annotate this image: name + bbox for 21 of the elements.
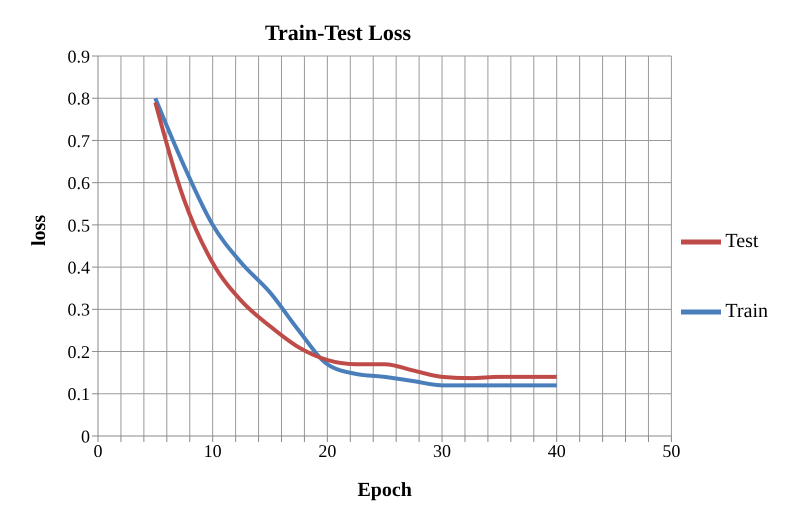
x-tick-label: 30 [433,440,452,461]
chart-title: Train-Test Loss [264,20,412,46]
y-tick-label: 0.9 [68,46,90,66]
y-tick-label: 0.1 [68,384,90,404]
y-tick-label: 0.3 [68,300,90,320]
legend-label: Test [725,230,758,252]
y-tick-label: 0.6 [68,173,90,194]
x-tick-label: 0 [94,440,102,461]
y-axis-title: loss [28,214,50,246]
y-tick-label: 0 [81,426,90,446]
x-tick-label: 20 [318,440,336,461]
y-tick-label: 0.4 [68,258,90,278]
y-tick-label: 0.2 [68,342,90,362]
x-tick-label: 50 [662,440,680,461]
x-tick-label: 40 [548,440,566,461]
y-tick-label: 0.5 [68,215,90,236]
x-tick-label: 10 [204,440,222,461]
legend-label: Train [725,300,768,322]
x-axis-title: Epoch [357,479,412,501]
y-tick-label: 0.7 [68,130,90,151]
y-tick-label: 0.8 [68,88,90,109]
